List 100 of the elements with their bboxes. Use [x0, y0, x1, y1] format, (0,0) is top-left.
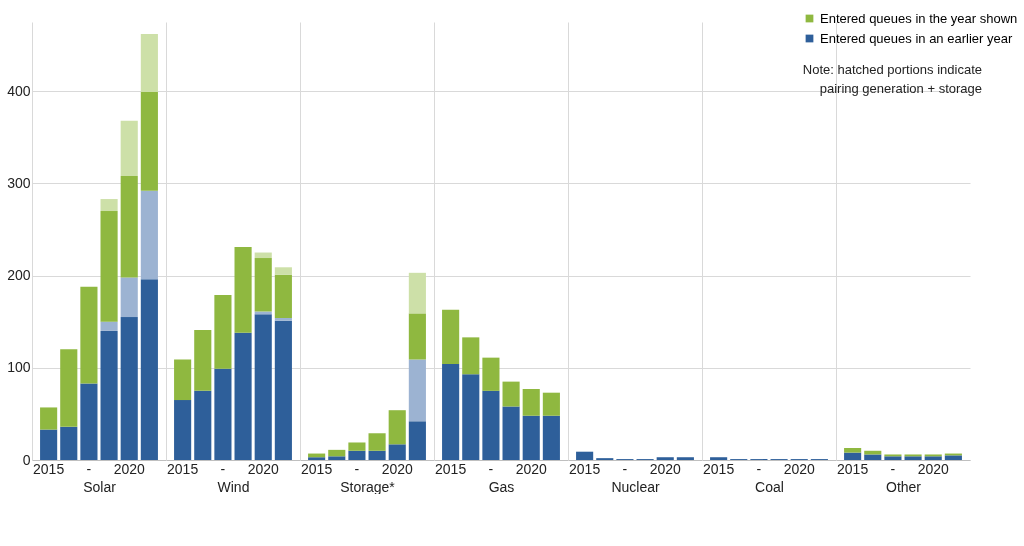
bar	[944, 455, 962, 460]
legend-label: Entered queues in an earlier year	[820, 30, 1013, 46]
bar	[120, 317, 138, 460]
bar	[388, 444, 406, 460]
bar	[174, 359, 192, 401]
x-axis-title: Storage*	[340, 478, 396, 495]
bar	[502, 406, 520, 460]
x-tick-label: 2020	[515, 460, 548, 477]
bar	[368, 433, 386, 451]
bar	[482, 357, 500, 391]
x-axis-title: Solar	[83, 478, 117, 495]
annotation: Note: hatched portions indicate pairing generation + storage	[802, 62, 982, 96]
bar	[408, 359, 426, 422]
bar	[140, 190, 158, 280]
bar	[234, 332, 252, 460]
bar	[502, 381, 520, 407]
x-tick-label: 2020	[649, 460, 682, 477]
bar	[522, 415, 540, 460]
x-tick-label: 2020	[917, 460, 950, 477]
bar	[348, 450, 366, 460]
bar	[462, 374, 480, 460]
bar	[174, 400, 192, 460]
bar	[864, 454, 882, 460]
legend-label: Entered queues in the year shown	[820, 10, 1018, 26]
bar	[542, 392, 560, 416]
x-tick-label: -	[86, 460, 92, 477]
bar	[80, 383, 98, 460]
y-tick-label: 100	[7, 359, 31, 376]
x-axis-title: Nuclear	[611, 478, 660, 495]
bar	[100, 199, 118, 212]
x-tick-label: 2020	[247, 460, 280, 477]
bar	[120, 120, 138, 176]
bar	[214, 368, 232, 460]
bar	[308, 457, 326, 460]
bar	[408, 272, 426, 314]
bar	[482, 390, 500, 460]
x-tick-label: -	[622, 460, 628, 477]
y-tick-label: 300	[7, 174, 31, 191]
bar	[40, 429, 58, 460]
bar	[120, 277, 138, 318]
bar	[60, 349, 78, 427]
bar	[140, 92, 158, 191]
bar	[140, 33, 158, 93]
bar	[844, 452, 862, 460]
bar	[844, 448, 862, 453]
bar	[328, 456, 346, 460]
x-tick-label: -	[354, 460, 360, 477]
bar	[368, 450, 386, 460]
x-tick-label: 2015	[167, 460, 199, 477]
bar	[80, 286, 98, 384]
x-axis-title: Gas	[488, 478, 515, 495]
bar	[120, 175, 138, 278]
x-axis-title: Other	[885, 478, 922, 495]
bar	[140, 279, 158, 460]
x-tick-label: 2020	[381, 460, 414, 477]
bar	[194, 329, 212, 391]
bar	[348, 442, 366, 451]
bar	[194, 390, 212, 460]
bar	[388, 410, 406, 445]
bar	[408, 421, 426, 460]
x-tick-label: 2020	[113, 460, 146, 477]
x-tick-label: 2015	[435, 460, 467, 477]
bar	[576, 451, 594, 460]
bar	[676, 457, 694, 460]
y-tick-label: 400	[7, 82, 31, 99]
bar	[522, 389, 540, 416]
bar	[442, 309, 460, 365]
bar	[442, 364, 460, 460]
x-tick-label: 2015	[837, 460, 869, 477]
bar	[234, 246, 252, 333]
y-tick-label: 200	[7, 267, 31, 284]
x-tick-label: 2020	[783, 460, 816, 477]
bar	[100, 211, 118, 322]
y-tick-label: 0	[22, 451, 31, 468]
x-tick-label: 2015	[33, 460, 65, 477]
bar	[214, 294, 232, 369]
bar	[274, 318, 292, 321]
x-tick-label: 2015	[569, 460, 601, 477]
bar	[328, 449, 346, 457]
x-axis-title: Wind	[217, 478, 250, 495]
bar	[542, 415, 560, 460]
x-tick-label: 2015	[301, 460, 333, 477]
x-tick-label: -	[756, 460, 762, 477]
bar	[274, 274, 292, 318]
x-tick-label: -	[890, 460, 896, 477]
bar	[40, 407, 58, 430]
bar	[254, 314, 272, 460]
bar	[462, 337, 480, 375]
x-tick-label: -	[220, 460, 226, 477]
bar	[274, 267, 292, 275]
bar	[254, 258, 272, 312]
bar	[656, 457, 674, 460]
bar	[100, 321, 118, 331]
bar	[60, 426, 78, 460]
bar	[274, 320, 292, 460]
x-axis-title: Coal	[755, 478, 784, 495]
bar	[408, 313, 426, 360]
bar	[100, 330, 118, 460]
x-tick-label: 2015	[703, 460, 735, 477]
x-tick-label: -	[488, 460, 494, 477]
